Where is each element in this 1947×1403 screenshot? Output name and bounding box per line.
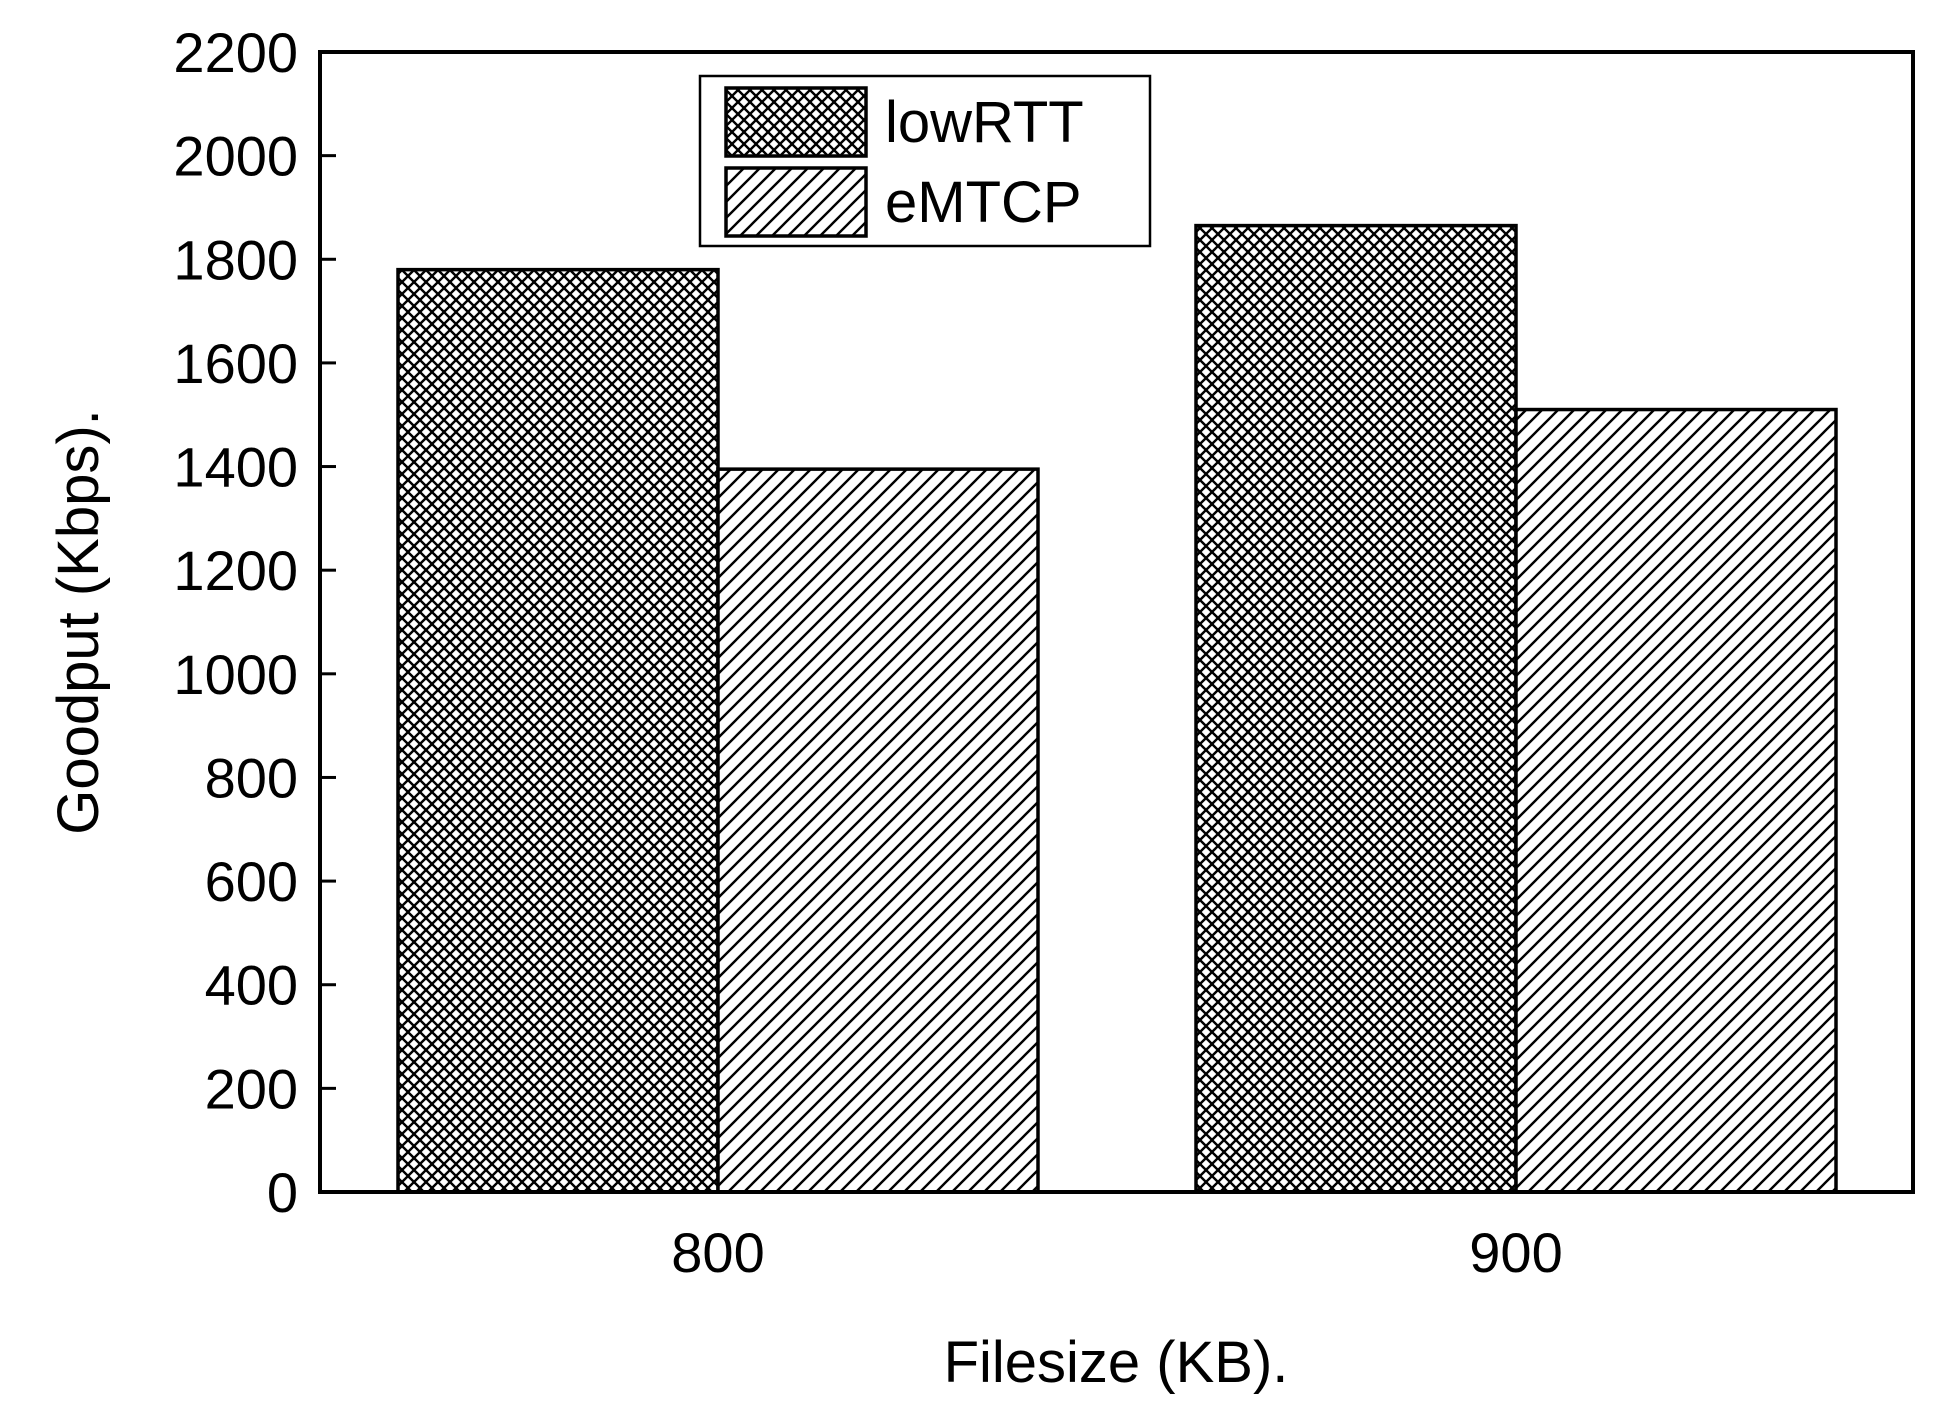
x-axis-label: Filesize (KB). <box>944 1330 1289 1395</box>
y-tick-label: 200 <box>205 1057 298 1120</box>
bar-eMTCP-800 <box>716 467 1040 1194</box>
y-tick-label: 2200 <box>173 21 298 84</box>
legend-label-lowRTT: lowRTT <box>885 90 1084 155</box>
y-tick-label: 800 <box>205 746 298 809</box>
x-tick-label: 900 <box>1469 1221 1562 1284</box>
y-tick-label: 1400 <box>173 436 298 499</box>
legend: lowRTT eMTCP <box>698 74 1152 248</box>
y-tick-label: 1600 <box>173 332 298 395</box>
y-tick-label: 2000 <box>173 125 298 188</box>
plot-frame <box>318 50 1915 1194</box>
y-axis: 0 200 400 600 800 1000 1200 1400 1600 1800 2000 220… <box>173 21 336 1224</box>
y-axis-label: Goodput (Kbps). <box>46 409 111 835</box>
legend-swatch-eMTCP <box>724 166 868 238</box>
bar-lowRTT-800 <box>396 267 720 1194</box>
y-tick-label: 0 <box>267 1161 298 1224</box>
y-tick-label: 1200 <box>173 539 298 602</box>
x-axis: 800 900 <box>671 1176 1563 1284</box>
y-tick-label: 600 <box>205 850 298 913</box>
legend-label-eMTCP: eMTCP <box>885 170 1082 235</box>
bars-group <box>396 223 1838 1194</box>
y-tick-label: 400 <box>205 954 298 1017</box>
bar-eMTCP-900 <box>1514 407 1838 1194</box>
legend-swatch-lowRTT <box>724 86 868 158</box>
x-tick-label: 800 <box>671 1221 764 1284</box>
bar-lowRTT-900 <box>1194 223 1518 1194</box>
y-tick-label: 1000 <box>173 643 298 706</box>
y-tick-label: 1800 <box>173 228 298 291</box>
